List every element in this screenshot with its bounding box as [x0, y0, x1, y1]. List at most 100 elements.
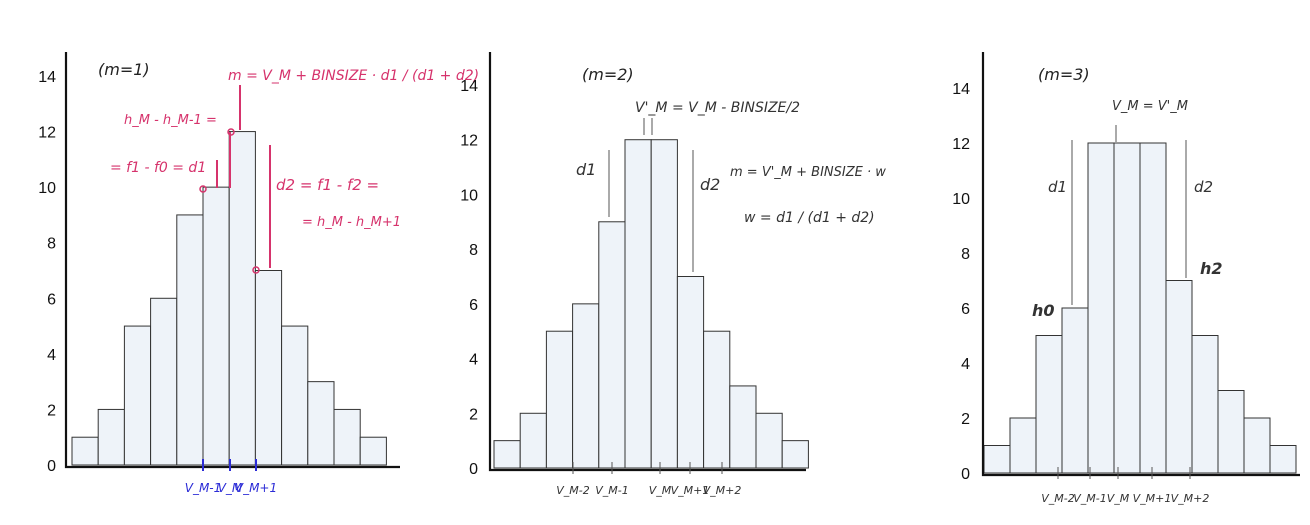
- bar-1: [983, 445, 1011, 474]
- panel-3-vm-prime: V_M = V'_M: [1112, 99, 1188, 114]
- panel-3-d1: d1: [1048, 178, 1067, 196]
- panel-2-formula2: w = d1 / (d1 + d2): [744, 210, 875, 226]
- bar-2: [97, 408, 125, 466]
- y-tick-label: 12: [38, 125, 56, 142]
- y-tick-label: 14: [460, 78, 478, 95]
- y-tick-label: 14: [38, 69, 56, 86]
- panel-1-bars: [71, 131, 387, 466]
- panel-2-d2: d2: [700, 175, 720, 194]
- bar-8: [676, 276, 705, 469]
- bar-10: [729, 385, 757, 469]
- y-tick-label: 4: [469, 352, 478, 369]
- panel-1-h-m-dot: [227, 128, 235, 136]
- bar-1: [493, 440, 521, 469]
- y-tick-label: 2: [47, 402, 56, 419]
- bar-8: [254, 270, 283, 466]
- panel-2-bars: [493, 139, 809, 469]
- panel-3: 0 2 4 6 8 10 12 14 (m=3) V_M = V'_M d1 d2 h0 h2…: [952, 52, 1300, 505]
- x-label: V_M+1: [671, 484, 710, 497]
- panel-1: 0 2 4 6 8 10 12 14 (m=1) m = V_M + BINSIZE · d1…: [38, 52, 479, 495]
- bar-5: [176, 214, 204, 466]
- y-tick-label: 8: [469, 242, 478, 259]
- y-tick-label: 10: [460, 187, 478, 204]
- bar-1: [71, 436, 99, 466]
- bar-10: [1217, 390, 1245, 474]
- panel-2: 0 2 4 6 8 10 12 14 (m=2) V'_M = V_M - BINSIZE/2…: [460, 52, 886, 497]
- panel-2-formula1: m = V'_M + BINSIZE · w: [730, 165, 886, 180]
- panel-3-h2: h2: [1200, 259, 1223, 278]
- x-label: V_M+1: [235, 481, 277, 495]
- bar-4: [1061, 307, 1089, 474]
- bar-6: [202, 186, 230, 466]
- y-tick-label: 6: [961, 301, 970, 318]
- bar-4: [572, 303, 600, 469]
- panel-3-axes: [981, 52, 1300, 477]
- y-tick-label: 6: [47, 291, 56, 308]
- bar-7: [228, 131, 256, 466]
- y-tick-label: 0: [469, 461, 478, 478]
- x-label: V_M-2: [556, 484, 589, 497]
- bar-6: [624, 139, 652, 469]
- bar-7: [650, 139, 678, 469]
- bar-9: [703, 330, 731, 469]
- x-label: V_M+1: [1133, 492, 1172, 505]
- panel-1-axes: [64, 52, 400, 469]
- x-label: V_M-2: [1041, 492, 1074, 505]
- bar-11: [333, 408, 361, 466]
- panel-2-mode-label: (m=2): [582, 65, 634, 84]
- bar-5: [598, 221, 626, 469]
- y-tick-label: 4: [961, 356, 970, 373]
- bar-7: [1139, 142, 1167, 474]
- bar-9: [281, 325, 309, 466]
- panel-1-h-m-1-dot: [199, 185, 207, 193]
- y-tick-label: 14: [952, 81, 970, 98]
- panel-1-d2-line1: d2 = f1 - f2 =: [276, 176, 379, 194]
- bar-2: [1009, 417, 1037, 474]
- bar-10: [307, 381, 335, 466]
- y-tick-label: 0: [961, 466, 970, 483]
- y-tick-label: 8: [47, 236, 56, 253]
- x-label: V_M: [218, 481, 243, 495]
- bar-11: [755, 412, 783, 469]
- panel-2-d1: d1: [576, 160, 596, 179]
- bar-11: [1243, 417, 1271, 474]
- bar-3: [123, 325, 152, 466]
- x-label: V_M: [1107, 492, 1130, 505]
- bar-9: [1191, 335, 1219, 474]
- panel-2-axes: [488, 52, 806, 472]
- panel-2-y-ticks: 0 2 4 6 8 10 12 14: [460, 78, 478, 478]
- panel-2-vm-prime: V'_M = V_M - BINSIZE/2: [635, 100, 800, 116]
- panel-1-x-labels: V_M-1V_MV_M+1: [185, 459, 277, 495]
- bar-12: [781, 440, 809, 469]
- panel-3-h0: h0: [1032, 301, 1055, 320]
- y-tick-label: 6: [469, 297, 478, 314]
- x-label: V_M-1: [595, 484, 628, 497]
- bar-12: [359, 436, 387, 466]
- y-tick-label: 2: [469, 406, 478, 423]
- bar-4: [150, 297, 178, 466]
- x-label: V_M+2: [703, 484, 742, 497]
- panel-3-y-ticks: 0 2 4 6 8 10 12 14: [952, 81, 970, 483]
- panel-1-d1-line1: h_M - h_M-1 =: [124, 113, 217, 128]
- panel-1-d1-line2: = f1 - f0 = d1: [110, 160, 206, 176]
- x-label: V_M-1: [1073, 492, 1106, 505]
- bar-8: [1165, 280, 1193, 474]
- y-tick-label: 10: [38, 180, 56, 197]
- panel-3-bars: [983, 142, 1297, 474]
- panel-1-y-ticks: 0 2 4 6 8 10 12 14: [38, 69, 56, 475]
- bar-3: [1035, 335, 1063, 474]
- y-tick-label: 12: [952, 136, 970, 153]
- bar-6: [1113, 142, 1141, 474]
- y-tick-label: 0: [47, 458, 56, 475]
- panel-2-x-labels: V_M-2 V_M-1 V_M V_M+1V_M+2: [556, 462, 741, 497]
- panel-3-x-labels: V_M-2V_M-1 V_M V_M+1 V_M+2: [1041, 467, 1209, 505]
- panel-1-d2-line2: = h_M - h_M+1: [302, 215, 401, 230]
- y-tick-label: 8: [961, 246, 970, 263]
- y-tick-label: 10: [952, 191, 970, 208]
- x-label: V_M-1: [185, 481, 222, 495]
- y-tick-label: 12: [460, 133, 478, 150]
- y-tick-label: 4: [47, 347, 56, 364]
- bar-3: [545, 330, 574, 469]
- panel-1-h-m+1-dot: [252, 266, 260, 274]
